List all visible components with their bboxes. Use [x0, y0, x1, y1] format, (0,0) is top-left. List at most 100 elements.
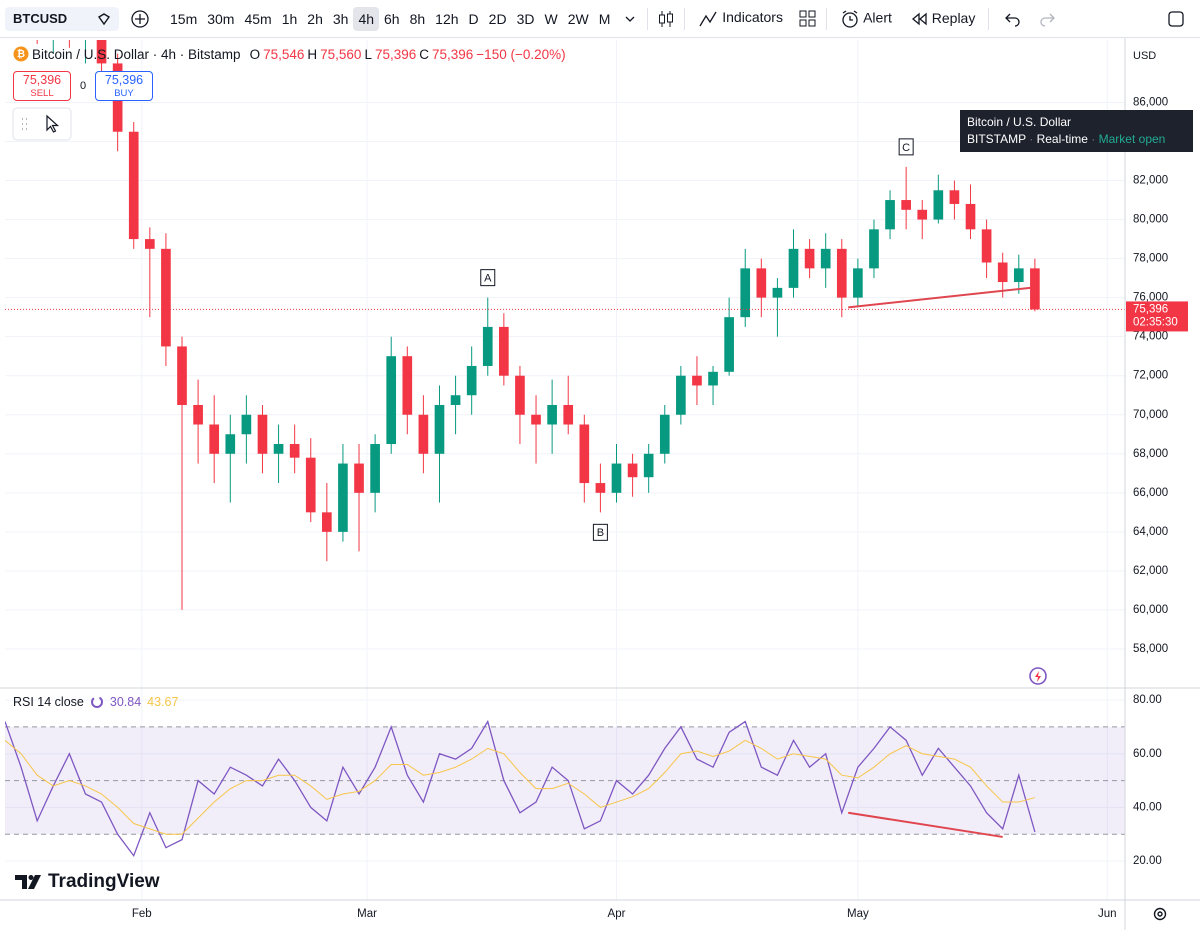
interval-button[interactable]: 4h [353, 6, 380, 31]
cursor-tool[interactable] [46, 114, 60, 133]
y-tick-label: 76,000 [1133, 292, 1168, 304]
buy-label: BUY [114, 88, 134, 99]
candle-body [917, 209, 928, 220]
undo-button[interactable] [1003, 9, 1023, 29]
replay-label: Replay [931, 9, 976, 26]
close-key: C [419, 46, 429, 62]
y-tick-label: 68,000 [1133, 448, 1168, 460]
separator [988, 7, 990, 30]
y-tick-label: 62,000 [1133, 565, 1168, 577]
interval-button[interactable]: 15m [170, 10, 198, 27]
redo-button[interactable] [1037, 9, 1057, 29]
rsi-trendline [848, 811, 1003, 838]
rsi-tick-label: 20.00 [1133, 855, 1162, 867]
replay-button[interactable]: Replay [905, 6, 980, 31]
rsi-line [5, 719, 1036, 858]
candle-body [627, 463, 638, 478]
candle-body [885, 200, 895, 230]
alert-label: Alert [863, 9, 892, 26]
last-price-label: 75,396 [1133, 303, 1168, 315]
interval-button[interactable]: D [468, 10, 479, 27]
candle-body [225, 434, 236, 454]
alert-button[interactable]: Alert [835, 5, 897, 33]
open-value: 75,546 [263, 46, 305, 62]
interval-button[interactable]: 8h [409, 10, 426, 27]
candle-body [515, 375, 525, 415]
interval-button[interactable]: M [598, 10, 611, 27]
candle-body [370, 444, 380, 493]
candle-body [418, 414, 429, 454]
replay-icon [911, 12, 927, 26]
candle-body [434, 404, 445, 454]
candle-body [96, 40, 107, 64]
interval-button[interactable]: 2h [307, 10, 323, 27]
tooltip-exchange: BITSTAMP [967, 132, 1026, 146]
tooltip-details: BITSTAMP · Real-time · Market open [967, 132, 1166, 146]
interval-button[interactable]: 2D [488, 10, 507, 27]
candle-body [611, 463, 622, 493]
annotation-label: A [484, 273, 492, 285]
compare-button[interactable] [129, 8, 151, 30]
interval-button[interactable]: 6h [384, 10, 400, 27]
rsi-loading-icon [90, 696, 103, 708]
rsi-line [5, 739, 1036, 835]
y-tick-label: 60,000 [1133, 604, 1168, 616]
layouts-button[interactable] [798, 9, 818, 29]
rsi-tick-label: 80.00 [1133, 694, 1162, 706]
fullscreen-button[interactable] [1166, 9, 1186, 29]
interval-button[interactable]: 12h [435, 10, 459, 27]
interval-button[interactable]: 45m [244, 10, 272, 27]
interval-button[interactable]: 1h [281, 10, 298, 27]
sell-price: 75,396 [22, 73, 62, 87]
annotation-box [898, 138, 914, 156]
x-tick-label: Feb [132, 908, 152, 920]
interval-button[interactable]: 30m [207, 10, 235, 27]
buy-button[interactable]: 75,396 BUY [95, 71, 153, 101]
separator [647, 7, 649, 30]
y-tick-label: 80,000 [1133, 214, 1168, 226]
indicators-button[interactable]: Indicators [693, 5, 788, 31]
candle-body [547, 404, 557, 425]
interval-button[interactable]: 3D [516, 10, 535, 27]
candle-body [386, 356, 397, 445]
candle-body [177, 346, 187, 405]
candle-body [933, 190, 944, 220]
currency[interactable]: USD [1133, 50, 1156, 62]
candle-body [482, 326, 493, 366]
tooltip-feed: Real-time [1036, 132, 1088, 146]
interval-button[interactable]: W [544, 10, 558, 27]
drawing-toolbox [12, 107, 72, 141]
buy-price: 75,396 [104, 73, 144, 87]
settings-icon[interactable] [1153, 907, 1167, 921]
candle-body [145, 239, 155, 249]
interval-button[interactable]: 3h [332, 10, 349, 27]
toolbar: BTCUSD 15m 30m 45m 1h 2h 3h 4h 6h 8h 12h D 2D 3D W 2W M… [0, 0, 1200, 38]
interval-button[interactable]: 2W [567, 10, 589, 27]
chart-type-button[interactable] [656, 9, 676, 29]
candle-body [466, 365, 477, 396]
svg-text:₿: ₿ [17, 48, 25, 60]
symbol-search[interactable]: BTCUSD [5, 6, 119, 31]
candle-body [997, 262, 1008, 283]
candle-body [499, 326, 509, 376]
candle-body [338, 463, 348, 532]
candle-body [788, 248, 799, 288]
interval-dropdown[interactable] [621, 10, 639, 28]
alert-icon [842, 9, 858, 28]
x-tick-label: Mar [357, 908, 377, 920]
symbol-icon [97, 12, 111, 25]
candle-body [965, 203, 976, 230]
tooltip-name: Bitcoin / U.S. Dollar [967, 115, 1072, 129]
candle-body [836, 248, 847, 298]
candle-body [322, 512, 332, 532]
low-value: 75,396 [374, 46, 417, 62]
candle-body [869, 229, 879, 269]
open-key: O [249, 46, 261, 62]
magic-icon[interactable] [1029, 667, 1047, 685]
sell-button[interactable]: 75,396 SELL [13, 71, 71, 101]
y-tick-label: 64,000 [1133, 526, 1168, 538]
candle-body [901, 200, 911, 210]
rsi-tick-label: 40.00 [1133, 801, 1162, 813]
y-tick-label: 86,000 [1133, 96, 1168, 108]
